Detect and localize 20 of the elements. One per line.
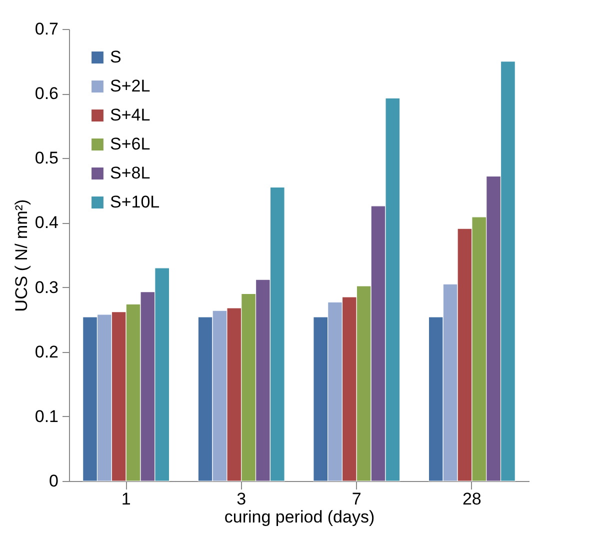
y-tick-label: 0.4 (34, 213, 58, 232)
legend-label: S+6L (110, 134, 150, 154)
x-axis-title: curing period (days) (224, 508, 375, 526)
x-tick-label: 28 (462, 490, 482, 508)
legend-label: S+8L (110, 164, 150, 182)
x-tick-label: 3 (236, 490, 246, 508)
legend-label: S (110, 48, 122, 66)
y-axis-title: UCS ( N/ mm²) (12, 199, 31, 312)
y-tick-label: 0.5 (34, 148, 58, 168)
x-tick-label: 7 (352, 490, 362, 508)
legend-label: S+4L (110, 106, 150, 124)
x-tick-label: 1 (121, 490, 131, 508)
y-tick-label: 0.2 (34, 342, 58, 362)
legend-label: S+2L (110, 76, 150, 96)
y-tick-label: 0.3 (34, 278, 58, 297)
y-tick-label: 0.7 (34, 20, 58, 38)
y-tick-label: 0 (49, 472, 58, 490)
legend-label: S+10L (110, 192, 160, 212)
y-tick-label: 0.1 (34, 406, 58, 426)
y-tick-label: 0.6 (34, 84, 58, 104)
